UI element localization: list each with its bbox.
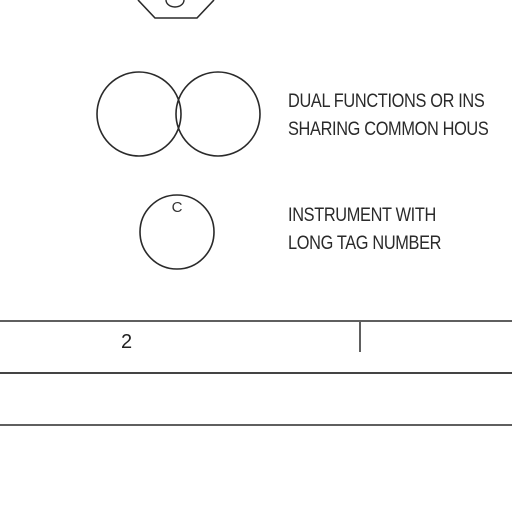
long-tag-line1: INSTRUMENT WITH <box>288 205 436 226</box>
dual-functions-line1: DUAL FUNCTIONS OR INS <box>288 91 485 112</box>
right-circle <box>175 71 261 157</box>
hexagon-letter-c-icon <box>165 0 185 8</box>
instrument-circle <box>139 194 215 270</box>
long-tag-line2: LONG TAG NUMBER <box>288 233 442 254</box>
circle-letter: C <box>172 199 183 216</box>
dual-functions-line2: SHARING COMMON HOUS <box>288 119 489 140</box>
title-block-lines <box>0 320 512 426</box>
hexagon-symbol <box>137 0 215 19</box>
table-cell-number: 2 <box>121 331 133 353</box>
left-circle <box>96 71 182 157</box>
double-circle-symbol <box>96 71 261 157</box>
circle-with-letter-symbol: C <box>139 194 215 270</box>
